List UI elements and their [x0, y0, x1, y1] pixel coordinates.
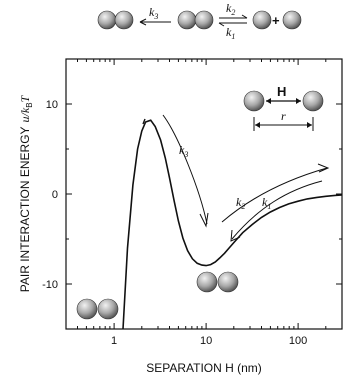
doublet-at-contact — [76, 298, 119, 320]
k3-arrowhead — [139, 18, 147, 26]
sphere-icon — [76, 298, 98, 320]
doublet-at-minimum — [196, 271, 239, 293]
k3-top-arrowhead — [142, 118, 146, 125]
reaction-scheme: k3 k2 k1 + — [97, 1, 302, 41]
sphere-icon — [97, 298, 119, 320]
x-axis-label: SEPARATION H (nm) — [146, 361, 262, 375]
y-tick-label: -10 — [42, 279, 58, 291]
x-tick-label: 100 — [289, 335, 307, 347]
sphere-icon — [177, 10, 197, 30]
x-tick-label: 10 — [200, 335, 212, 347]
k3-curve-label: k3 — [179, 143, 188, 159]
k2-curve-arrowhead — [317, 163, 330, 173]
h-label: H — [277, 84, 286, 99]
spheres-distance-diagram: H r — [243, 84, 324, 131]
axis-tick-labels: 1 10 100 -10 0 10 — [42, 99, 307, 347]
sphere-icon — [282, 10, 302, 30]
k3-curve-arrow — [162, 114, 208, 225]
sphere-icon — [196, 271, 218, 293]
k2-arrowhead — [241, 14, 248, 19]
k1-curve-arrow — [231, 180, 323, 240]
k2-curve-label: k2 — [236, 195, 245, 211]
sphere-icon — [194, 10, 214, 30]
sphere-icon — [243, 90, 265, 112]
sphere-icon — [97, 10, 117, 30]
k1-label-top: k1 — [226, 25, 235, 41]
plus-sign: + — [272, 13, 280, 28]
y-axis-label: PAIR INTERACTION ENERGYu/kBT — [18, 94, 34, 292]
k1-curve-arrowhead — [230, 229, 241, 242]
energy-curve — [122, 119, 343, 330]
sphere-icon — [114, 10, 134, 30]
x-tick-label: 1 — [111, 335, 117, 347]
k3-curve-arrowhead — [199, 212, 209, 228]
k2-curve-arrow — [221, 167, 328, 223]
sphere-icon — [252, 10, 272, 30]
axis-ticks — [65, 58, 343, 330]
y-tick-label: 0 — [52, 189, 58, 201]
k1-curve-label: k1 — [262, 195, 271, 211]
r-label: r — [281, 109, 286, 123]
k2-label-top: k2 — [226, 1, 235, 17]
k1-arrowhead — [218, 22, 225, 27]
sphere-icon — [217, 271, 239, 293]
process-arrows: k3 k2 k1 — [142, 114, 330, 242]
k3-label: k3 — [149, 5, 158, 21]
sphere-icon — [302, 90, 324, 112]
y-tick-label: 10 — [46, 99, 58, 111]
